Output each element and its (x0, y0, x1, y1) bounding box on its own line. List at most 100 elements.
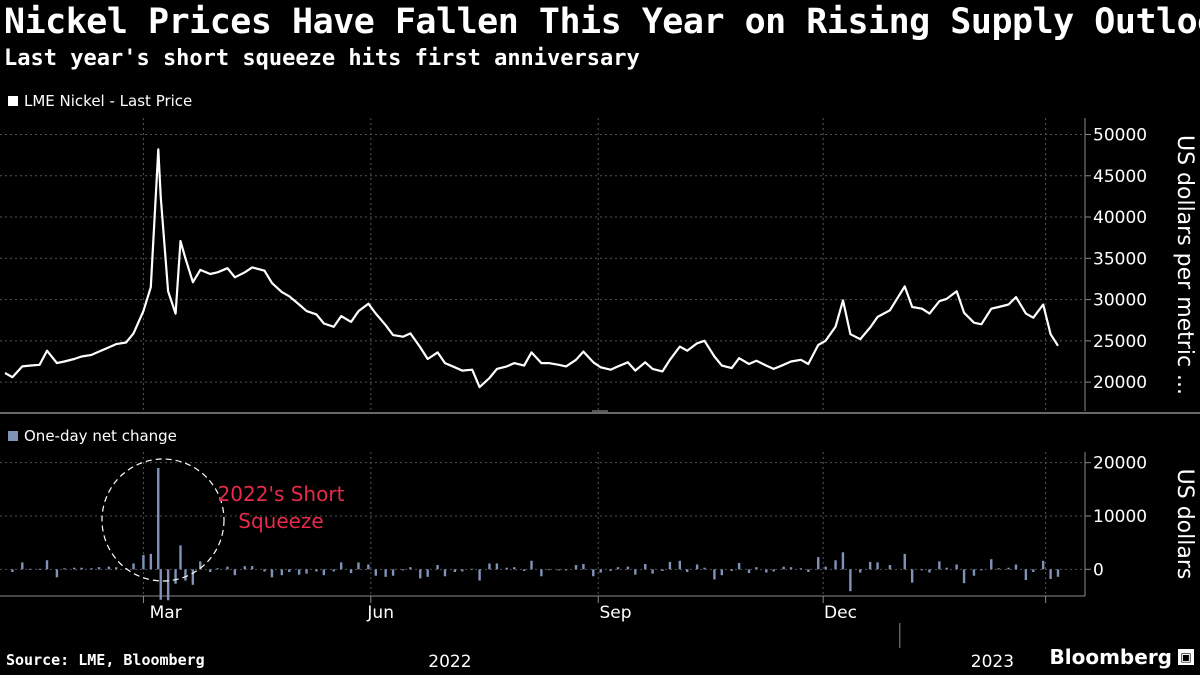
change-bar (747, 569, 751, 574)
change-bar (305, 569, 308, 574)
price-y-tick-label: 30000 (1093, 291, 1147, 311)
change-bar (1049, 569, 1052, 579)
change-bar (263, 569, 266, 572)
change-bar (849, 569, 852, 592)
change-bar (409, 567, 412, 570)
change-bar (703, 567, 706, 570)
change-y-tick-label: 10000 (1093, 507, 1147, 527)
change-bar (980, 569, 983, 571)
price-y-tick-label: 50000 (1093, 126, 1147, 146)
price-legend-label: LME Nickel - Last Price (24, 92, 193, 110)
change-bar (179, 545, 182, 570)
price-legend: LME Nickel - Last Price (8, 92, 192, 110)
change-bar (807, 569, 810, 572)
change-bar (1032, 569, 1035, 572)
price-y-tick-label: 35000 (1093, 249, 1147, 269)
change-bar (250, 566, 254, 570)
change-bar (391, 569, 395, 576)
change-bar (634, 569, 637, 575)
change-bar (789, 567, 793, 570)
change-bar (461, 569, 464, 572)
change-bar (997, 568, 1000, 570)
change-bar (166, 569, 170, 601)
change-bar (868, 561, 872, 570)
change-bar (903, 553, 906, 570)
x-month-label: Dec (824, 603, 857, 623)
change-bar (1024, 569, 1028, 580)
change-y-tick-label: 0 (1093, 560, 1104, 580)
brand-label: Bloomberg (1049, 645, 1172, 669)
change-bar (928, 569, 931, 573)
change-legend: One-day net change (8, 427, 177, 445)
price-y-axis-label: US dollars per metric ... (1172, 135, 1197, 395)
change-bar (661, 569, 664, 571)
change-bar (63, 568, 66, 570)
short-squeeze-ellipse (101, 458, 225, 582)
price-legend-swatch (8, 96, 18, 106)
x-year-label: 2022 (428, 652, 471, 672)
change-bar (367, 564, 370, 570)
change-bar (945, 567, 948, 570)
change-bar (730, 569, 733, 571)
change-bar (512, 567, 516, 570)
change-bar (149, 553, 153, 570)
change-bar (557, 569, 560, 571)
change-bar (357, 562, 360, 570)
change-legend-swatch (8, 431, 18, 441)
bloomberg-logo: Bloomberg ▣ (1050, 645, 1194, 669)
change-bar (374, 569, 377, 576)
change-y-tick-label: 20000 (1093, 454, 1147, 474)
change-bar (443, 569, 447, 577)
change-bar (720, 569, 724, 576)
change-bar (45, 560, 49, 570)
change-bar (495, 563, 499, 570)
change-bar (478, 569, 481, 581)
change-bar (972, 569, 976, 576)
change-bar (21, 562, 24, 570)
change-bar (142, 554, 145, 570)
change-bar (297, 569, 301, 575)
change-bar (990, 559, 993, 570)
change-bar (582, 564, 585, 570)
change-bar (191, 569, 195, 585)
change-bar (426, 569, 429, 577)
x-month-label: Sep (600, 603, 632, 623)
change-y-axis-label: US dollars (1172, 469, 1197, 580)
change-bar (73, 567, 76, 570)
change-bar (888, 565, 892, 570)
change-bar (530, 560, 533, 570)
chart-subtitle: Last year's short squeeze hits first ann… (4, 46, 640, 71)
change-bar (834, 560, 837, 570)
change-bar (1014, 564, 1018, 570)
change-bar (817, 557, 820, 570)
change-bar (233, 569, 237, 576)
change-bar (208, 569, 212, 572)
change-bar (436, 565, 439, 570)
change-bar (686, 569, 689, 572)
change-bar (609, 569, 612, 571)
change-bar (216, 568, 219, 570)
x-year-label: 2023 (971, 652, 1014, 672)
change-bar (80, 567, 83, 570)
change-bar (599, 569, 602, 573)
change-bar (824, 566, 827, 570)
change-bar (616, 567, 620, 570)
change-bar (184, 569, 187, 581)
change-bar (384, 569, 387, 577)
change-bar (107, 566, 111, 570)
change-bar (157, 468, 160, 570)
change-bar (1056, 569, 1060, 577)
change-bar (713, 569, 716, 580)
change-bar (910, 569, 914, 583)
change-bar (419, 569, 422, 579)
change-bar (755, 567, 758, 570)
annotation-line-2: Squeeze (238, 509, 323, 533)
change-bar (199, 561, 202, 570)
change-bar (859, 569, 862, 573)
change-bar (38, 568, 41, 570)
change-bar (115, 567, 118, 570)
change-bar (243, 566, 246, 570)
change-bar (401, 569, 405, 571)
change-bar (574, 565, 578, 570)
